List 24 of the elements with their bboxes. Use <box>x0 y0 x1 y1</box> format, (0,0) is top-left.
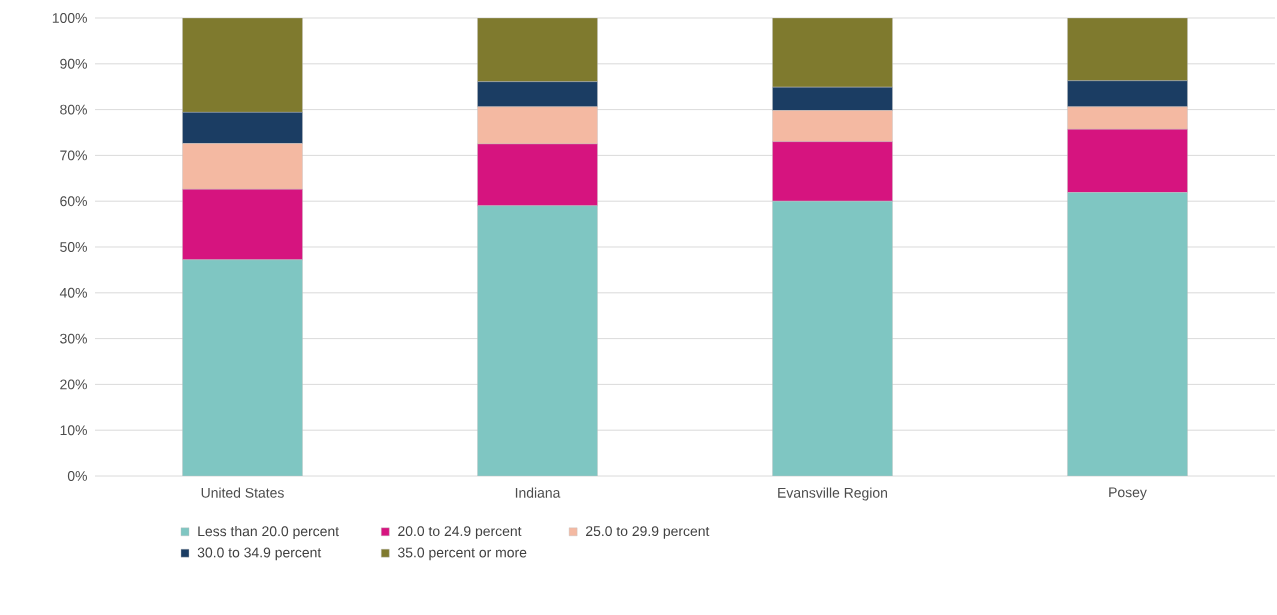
y-tick-label: 60% <box>60 196 87 207</box>
legend-label: 35.0 percent or more <box>398 547 527 561</box>
x-tick-label: United States <box>201 487 284 498</box>
y-tick-label: 50% <box>60 242 87 252</box>
y-tick-label: 30% <box>60 333 87 344</box>
y-tick-label: 70% <box>60 150 87 161</box>
y-tick-label: 10% <box>60 425 87 436</box>
y-tick-label: 100% <box>52 13 87 23</box>
y-tick-label: 0% <box>67 471 87 481</box>
bar <box>772 201 893 476</box>
y-tick-label: 80% <box>60 104 87 115</box>
bar <box>477 205 598 476</box>
legend-label: Less than 20.0 percent <box>198 525 339 539</box>
bar <box>182 259 303 476</box>
y-tick-label: 20% <box>60 379 87 390</box>
legend-label: 20.0 to 24.9 percent <box>398 526 522 539</box>
legend-label: 30.0 to 34.9 percent <box>197 547 322 561</box>
x-tick-label: Evansville Region <box>778 487 887 501</box>
x-tick-label: Indiana <box>515 487 561 498</box>
bar <box>1067 192 1188 476</box>
y-tick-label: 90% <box>60 58 87 69</box>
legend-label: 25.0 to 29.9 percent <box>586 526 710 539</box>
x-tick-label: Posey <box>1109 487 1147 501</box>
y-tick-label: 40% <box>59 287 87 298</box>
